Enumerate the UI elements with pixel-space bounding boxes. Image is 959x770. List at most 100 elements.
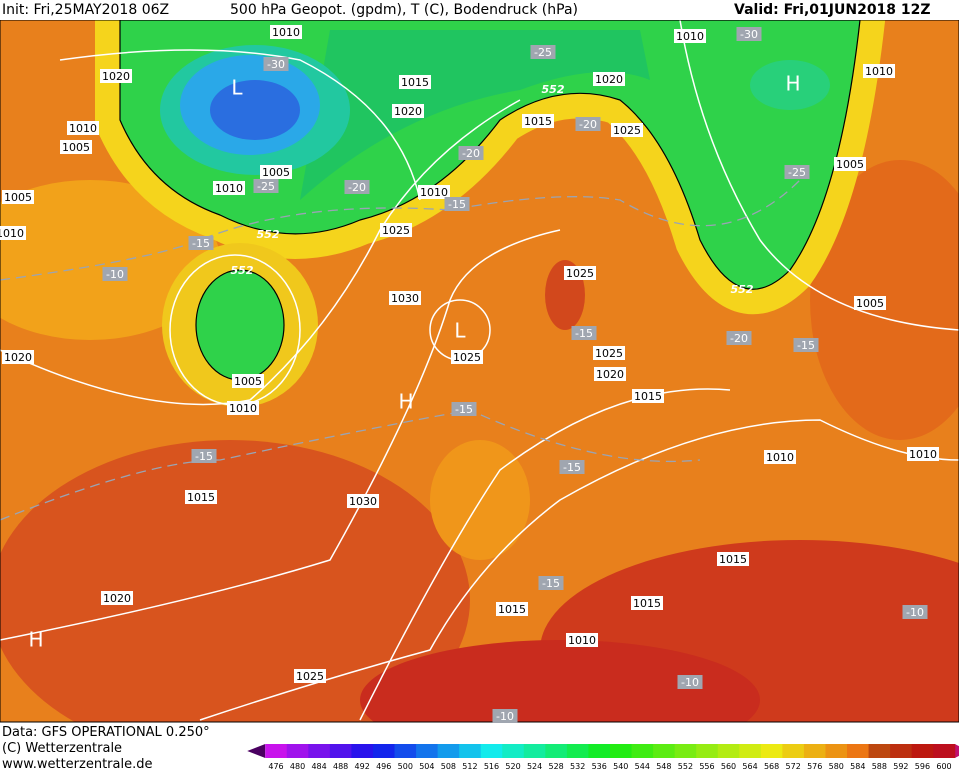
pressure-label-box (863, 64, 895, 78)
colorbar-label: 552 (678, 762, 693, 770)
pressure-label-box (564, 266, 596, 280)
colorbar-label: 492 (355, 762, 370, 770)
temperature-label: -10 (496, 710, 514, 723)
temperature-label: -15 (448, 198, 466, 211)
temperature-label: -30 (740, 28, 758, 41)
map-labels: 1010 1020 1010 1005 1005 1010 1015 1020 1010 1025… (0, 25, 939, 723)
colorbar-swatch (286, 744, 309, 758)
temperature-label-box (736, 27, 762, 41)
pressure-label: 1020 (4, 351, 32, 364)
pressure-label-box (399, 75, 431, 89)
colorbar-swatch (653, 744, 676, 758)
pressure-label-box (907, 447, 939, 461)
pressure-center: L (231, 76, 243, 100)
colorbar-label: 500 (398, 762, 413, 770)
temperature-label-box (902, 605, 928, 619)
pressure-label-box (593, 72, 625, 86)
pressure-label-box (522, 114, 554, 128)
pressure-label: 1015 (524, 115, 552, 128)
temperature-label-box (559, 460, 585, 474)
colorbar-swatch (631, 744, 654, 758)
temperature-label-box (451, 402, 477, 416)
pressure-label-box (593, 346, 625, 360)
temperature-label: -25 (788, 166, 806, 179)
colorbar-swatch (782, 744, 805, 758)
pressure-label-box (2, 350, 34, 364)
colorbar-label: 564 (742, 762, 757, 770)
map-title: 500 hPa Geopot. (gpdm), T (C), Bodendruc… (230, 2, 578, 18)
temperature-label-box (726, 331, 752, 345)
colorbar-label: 584 (850, 762, 865, 770)
colorbar-swatch (372, 744, 396, 758)
colorbar-swatch (437, 744, 460, 758)
pressure-label: 1020 (595, 73, 623, 86)
colorbar-swatch (308, 744, 331, 758)
pressure-label: 1010 (676, 30, 704, 43)
temperature-label: -15 (542, 577, 560, 590)
colorbar-swatch (890, 744, 913, 758)
pressure-label: 1005 (234, 375, 262, 388)
pressure-label: 1015 (401, 76, 429, 89)
pressure-label-box (451, 350, 483, 364)
pressure-label-box (347, 494, 379, 508)
pressure-label-box (717, 552, 749, 566)
temperature-label: -20 (462, 147, 480, 160)
temperature-label: -15 (575, 327, 593, 340)
pressure-label: 1020 (394, 105, 422, 118)
colorbar-swatch (351, 744, 374, 758)
colorbar-label: 488 (333, 762, 348, 770)
pressure-label-box (2, 190, 34, 204)
colorbar-label: 572 (786, 762, 801, 770)
colorbar-label: 516 (484, 762, 499, 770)
pressure-label-box (294, 669, 326, 683)
pressure-label: 1020 (102, 70, 130, 83)
temperature-label: -15 (797, 339, 815, 352)
colorbar-label: 576 (807, 762, 822, 770)
pressure-label-box (389, 291, 421, 305)
temperature-label: -25 (534, 46, 552, 59)
colorbar-swatch (416, 744, 439, 758)
pressure-label-box (0, 226, 26, 240)
temperature-label: -10 (906, 606, 924, 619)
colorbar: 476 480 484 488 492 496 500 504 508 512 516 520 524 5… (247, 744, 959, 770)
colorbar-swatch (265, 744, 288, 758)
colorbar-swatch (523, 744, 546, 758)
colorbar-swatch (760, 744, 783, 758)
temperature-label: -10 (681, 676, 699, 689)
colorbar-label: 508 (441, 762, 456, 770)
pressure-label: 1005 (62, 141, 90, 154)
pressure-center: L (454, 319, 466, 343)
temperature-label: -15 (455, 403, 473, 416)
temperature-label: -20 (348, 181, 366, 194)
pressure-label: 1025 (382, 224, 410, 237)
temperature-label: -15 (192, 237, 210, 250)
temperature-label-box (492, 709, 518, 723)
temperature-label-box (571, 326, 597, 340)
temperature-label-box (263, 57, 289, 71)
colorbar-label: 512 (462, 762, 477, 770)
geopotential-label: 552 (231, 264, 254, 277)
colorbar-swatch (394, 744, 417, 758)
temperature-label-box (784, 165, 810, 179)
colorbar-label: 548 (656, 762, 671, 770)
pressure-label: 1010 (865, 65, 893, 78)
colorbar-label: 484 (311, 762, 326, 770)
colorbar-label: 556 (699, 762, 714, 770)
pressure-label: 1010 (69, 122, 97, 135)
pressure-label: 1010 (272, 26, 300, 39)
pressure-label: 1015 (498, 603, 526, 616)
colorbar-swatch (459, 744, 482, 758)
colorbar-label: 520 (505, 762, 520, 770)
pressure-label-box (566, 633, 598, 647)
pressure-label: 1015 (719, 553, 747, 566)
pressure-label: 1025 (595, 347, 623, 360)
copyright: (C) Wetterzentrale (2, 741, 122, 756)
colorbar-label: 540 (613, 762, 628, 770)
colorbar-swatch (545, 744, 568, 758)
pressure-label: 1020 (596, 368, 624, 381)
colorbar-swatch (502, 744, 525, 758)
temperature-label-box (444, 197, 470, 211)
pressure-label-box (764, 450, 796, 464)
pressure-label: 1010 (0, 227, 24, 240)
pressure-label: 1005 (856, 297, 884, 310)
